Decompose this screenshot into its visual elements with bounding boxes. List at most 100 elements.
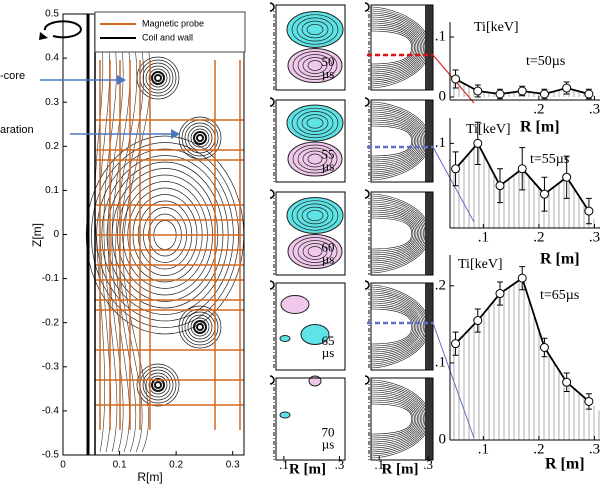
arrow-head <box>117 75 126 85</box>
legend-label: Magnetic probe <box>142 18 204 28</box>
data-point <box>540 344 548 352</box>
contour-line <box>371 287 428 366</box>
contour-line <box>100 20 111 452</box>
data-point <box>474 317 482 325</box>
x-axis-label: R [m] <box>520 119 560 136</box>
y-tick-label: 0 <box>439 431 447 447</box>
flux-blob <box>280 336 290 342</box>
flux-blob <box>281 296 309 314</box>
contour-line <box>371 303 416 350</box>
y-tick-label: .1 <box>435 354 446 370</box>
x-axis-label: R [m] <box>545 456 585 473</box>
rotation-icon <box>270 190 274 198</box>
contour-line <box>371 31 412 64</box>
x-tick-label: .3 <box>589 229 600 245</box>
panel-frame <box>276 378 345 460</box>
contour-line <box>197 324 203 330</box>
y-tick-label: 0.3 <box>45 97 59 108</box>
rotation-icon <box>39 32 48 40</box>
data-point <box>585 397 593 405</box>
annotation: aration <box>0 124 34 136</box>
time-unit: µs <box>322 159 335 174</box>
contour-line <box>371 196 428 271</box>
data-point <box>585 207 593 215</box>
shade <box>425 378 433 460</box>
y-axis-label: Ti[keV] <box>466 122 511 137</box>
contour-line <box>371 126 412 156</box>
contour-line <box>140 60 176 96</box>
contour-line <box>371 216 413 251</box>
rotation-icon <box>365 3 369 11</box>
y-tick-label: -0.4 <box>42 406 60 417</box>
contour-line <box>371 198 427 269</box>
contour-line <box>152 379 164 391</box>
x-tick-label: 0.3 <box>226 460 240 471</box>
contour-line <box>371 309 412 344</box>
contour-line <box>371 11 427 84</box>
contour-line <box>371 218 412 249</box>
x-tick-label: .2 <box>533 229 544 245</box>
shade <box>425 192 433 275</box>
contour-line <box>371 404 412 434</box>
x-axis-label: R [m] <box>381 461 418 477</box>
data-point <box>563 173 571 181</box>
x-tick-label: 0.2 <box>169 460 183 471</box>
contour-line <box>371 23 418 72</box>
data-point <box>496 90 504 98</box>
y-tick-label: .1 <box>435 28 446 44</box>
annotation: t=50µs <box>526 54 565 69</box>
contour-line <box>197 135 203 141</box>
contour-line <box>371 118 418 164</box>
data-point <box>452 75 460 83</box>
data-point <box>540 90 548 98</box>
rotation-icon <box>365 376 369 384</box>
y-tick-label: 0 <box>439 88 447 104</box>
data-point <box>563 378 571 386</box>
contour-line <box>152 72 164 84</box>
flux-blob <box>280 412 290 418</box>
contour-line <box>371 382 428 456</box>
contour-line <box>371 402 413 436</box>
y-tick-label: 0.5 <box>45 9 59 20</box>
contour-line <box>140 367 176 403</box>
annotation: -core <box>0 70 25 82</box>
contour-line <box>371 396 418 442</box>
y-tick-label: -0.5 <box>42 450 60 461</box>
x-tick-label: .3 <box>423 457 433 472</box>
rotation-icon <box>365 190 369 198</box>
time-unit: µs <box>322 437 335 452</box>
contour-line <box>194 132 206 144</box>
annotation: t=55µs <box>530 152 569 167</box>
data-point <box>518 165 526 173</box>
x-tick-label: 0 <box>60 460 66 471</box>
y-tick-label: .1 <box>435 135 446 151</box>
x-tick-label: .3 <box>335 457 345 472</box>
data-point <box>540 190 548 198</box>
data-point <box>474 139 482 147</box>
contour-line <box>371 210 418 257</box>
y-tick-label: 0.2 <box>45 141 59 152</box>
contour-line <box>371 289 427 364</box>
shade <box>425 5 433 90</box>
flux-blob <box>287 12 343 48</box>
contour-line <box>143 370 173 400</box>
x-tick-label: .1 <box>478 441 489 457</box>
data-point <box>518 274 526 282</box>
contour-line <box>155 75 161 81</box>
data-point <box>563 84 571 92</box>
x-tick-label: .2 <box>533 101 544 117</box>
data-point <box>452 340 460 348</box>
x-tick-label: 0.1 <box>113 460 127 471</box>
data-point <box>496 182 504 190</box>
contour-line <box>188 315 212 339</box>
y-axis-label: Z[m] <box>30 223 44 247</box>
x-tick-label: .3 <box>589 101 600 117</box>
contour-line <box>371 301 418 352</box>
contour-line <box>182 309 218 345</box>
flux-blob <box>287 198 343 234</box>
flux-blob <box>287 105 343 141</box>
data-point <box>518 87 526 95</box>
contour-line <box>143 63 173 93</box>
y-tick-label: 0 <box>53 229 59 240</box>
link <box>433 147 474 222</box>
